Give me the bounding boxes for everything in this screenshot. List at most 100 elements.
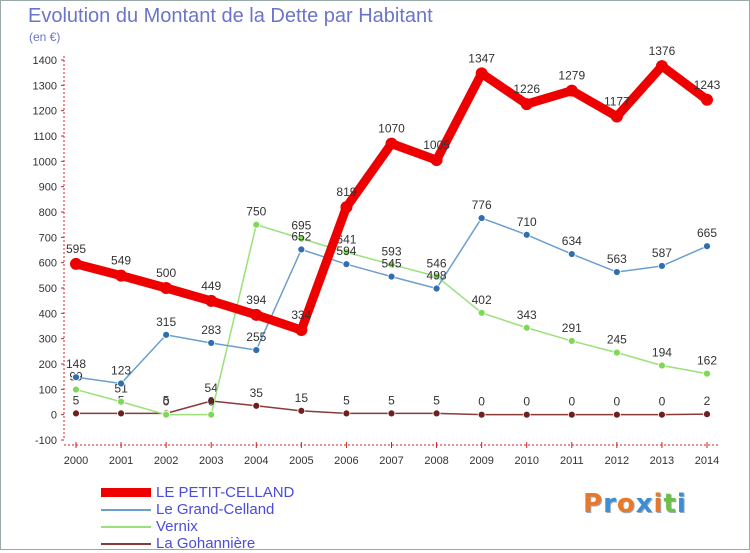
data-point-le-petit-celland (655, 60, 668, 73)
data-label-le-petit-celland: 1177 (604, 94, 630, 108)
data-label-la-gohanniere: 54 (205, 381, 219, 395)
y-tick-label: 200 (39, 359, 57, 371)
data-label-vernix: 750 (246, 205, 266, 219)
data-label-vernix: 245 (607, 333, 627, 347)
logo-letter: o (616, 489, 636, 519)
data-point-vernix (162, 410, 171, 419)
data-point-vernix (387, 260, 396, 269)
y-tick-label: 900 (39, 182, 57, 194)
data-label-le-grand-celland: 710 (517, 215, 537, 229)
data-label-le-petit-celland: 334 (291, 308, 311, 322)
data-point-le-grand-celland (297, 245, 306, 254)
logo-letter: i (676, 489, 687, 519)
data-label-le-petit-celland: 1243 (694, 78, 721, 92)
data-label-la-gohanniere: 0 (614, 395, 621, 409)
y-tick-label: 1400 (33, 55, 57, 67)
data-point-le-grand-celland (162, 330, 171, 339)
data-label-le-grand-celland: 283 (201, 323, 221, 337)
data-label-la-gohanniere: 5 (343, 393, 350, 407)
data-label-le-grand-celland: 255 (246, 330, 266, 344)
x-tick-label: 2012 (605, 455, 629, 467)
logo-letter: P (583, 489, 604, 519)
legend-label: Le Grand-Celland (156, 501, 275, 518)
data-point-le-grand-celland (567, 250, 576, 258)
data-point-vernix (207, 410, 216, 419)
x-tick-label: 2003 (199, 455, 223, 467)
data-point-la-gohanniere (117, 409, 125, 418)
data-point-vernix (567, 337, 576, 345)
data-label-le-petit-celland: 449 (201, 279, 221, 293)
data-label-la-gohanniere: 5 (73, 393, 80, 407)
logo-letter: x (635, 489, 654, 519)
x-tick-label: 2001 (109, 455, 133, 467)
data-point-le-petit-celland (385, 137, 398, 150)
data-point-le-grand-celland (72, 373, 80, 382)
data-point-le-petit-celland (430, 154, 443, 167)
data-point-vernix (432, 272, 441, 281)
data-point-vernix (477, 308, 486, 317)
data-point-le-petit-celland (565, 84, 578, 97)
data-label-le-petit-celland: 819 (336, 185, 356, 199)
y-tick-label: 1000 (33, 156, 57, 168)
data-label-la-gohanniere: 15 (295, 391, 309, 405)
y-tick-label: 600 (39, 258, 57, 270)
x-tick-label: 2007 (379, 455, 403, 467)
data-label-le-petit-celland: 394 (246, 293, 266, 307)
legend-swatch (101, 543, 151, 545)
data-label-le-grand-celland: 498 (427, 269, 447, 283)
data-label-vernix: 194 (652, 346, 672, 360)
data-label-le-grand-celland: 652 (291, 229, 311, 243)
data-point-le-grand-celland (703, 242, 711, 251)
data-label-la-gohanniere: 5 (433, 393, 440, 407)
y-tick-label: 400 (39, 308, 57, 320)
data-point-vernix (658, 361, 666, 370)
series-line-le-grand-celland (75, 217, 708, 385)
data-point-le-petit-celland (520, 98, 533, 111)
x-tick-label: 2004 (244, 455, 268, 467)
data-point-la-gohanniere (612, 410, 621, 419)
data-point-le-petit-celland (115, 269, 128, 282)
data-point-la-gohanniere (72, 409, 80, 418)
data-point-le-petit-celland (295, 324, 308, 337)
data-label-vernix: 593 (381, 244, 401, 258)
y-tick-label: 100 (39, 384, 57, 396)
data-label-le-grand-celland: 123 (111, 364, 131, 378)
data-point-la-gohanniere (432, 409, 441, 418)
data-label-le-grand-celland: 776 (472, 198, 492, 212)
data-point-le-grand-celland (477, 214, 486, 222)
data-label-vernix: 546 (427, 256, 447, 270)
data-label-la-gohanniere: 0 (478, 395, 485, 409)
data-label-la-gohanniere: 2 (704, 394, 711, 408)
x-tick-label: 2002 (154, 455, 178, 467)
data-label-le-petit-celland: 1279 (558, 69, 585, 83)
data-point-la-gohanniere (658, 410, 666, 419)
data-point-vernix (72, 385, 80, 394)
logo-letter: r (603, 489, 617, 519)
data-label-le-grand-celland: 545 (381, 257, 401, 271)
data-point-le-petit-celland (475, 67, 488, 80)
data-point-la-gohanniere (297, 406, 306, 415)
legend-swatch (101, 526, 151, 528)
data-point-la-gohanniere (567, 410, 576, 419)
logo-letter: i (653, 489, 664, 519)
y-tick-label: -100 (35, 435, 57, 447)
data-label-la-gohanniere: 0 (568, 395, 575, 409)
legend-swatch (101, 488, 151, 497)
data-point-vernix (703, 369, 711, 378)
logo-letter: t (663, 489, 677, 519)
data-point-la-gohanniere (522, 410, 531, 419)
data-point-le-grand-celland (432, 284, 441, 293)
data-label-le-grand-celland: 587 (652, 246, 672, 260)
data-point-le-grand-celland (658, 262, 666, 270)
data-label-le-grand-celland: 148 (66, 357, 86, 371)
data-point-vernix (522, 323, 531, 332)
data-point-vernix (612, 348, 621, 357)
data-label-la-gohanniere: 5 (163, 393, 170, 407)
x-tick-label: 2009 (469, 455, 493, 467)
data-point-vernix (117, 397, 125, 406)
x-tick-label: 2000 (64, 455, 88, 467)
data-label-la-gohanniere: 0 (659, 395, 666, 409)
data-label-la-gohanniere: 35 (250, 386, 264, 400)
data-label-vernix: 291 (562, 321, 582, 335)
